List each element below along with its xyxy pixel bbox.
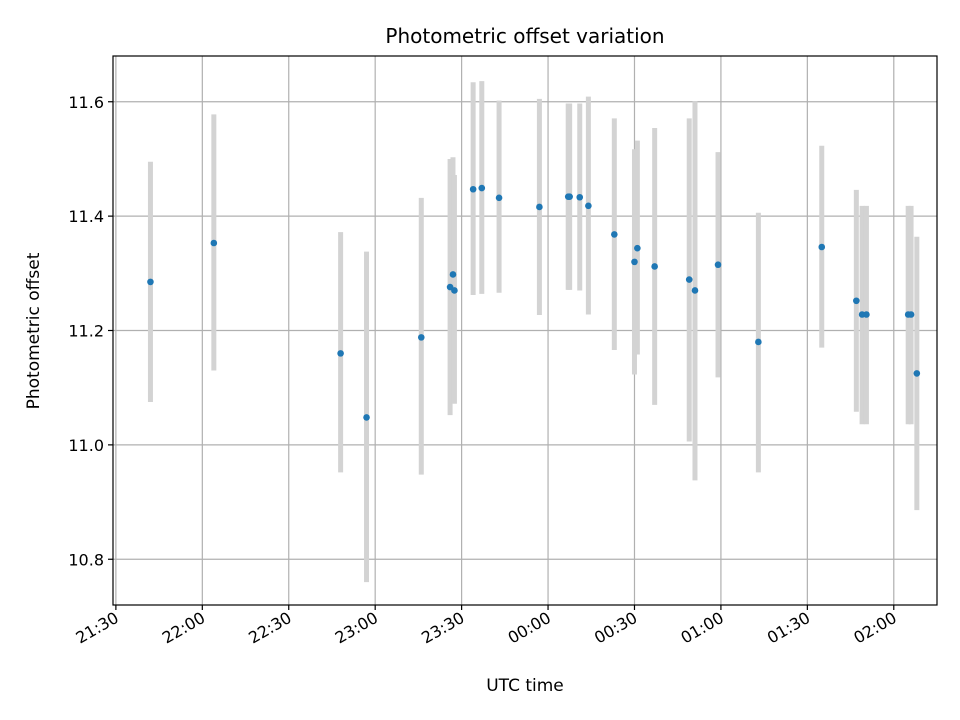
data-point (611, 231, 618, 238)
y-tick-label: 11.4 (68, 207, 104, 226)
data-point (755, 338, 762, 346)
chart-title: Photometric offset variation (385, 24, 664, 48)
y-axis-label: Photometric offset (24, 252, 44, 409)
data-point (147, 278, 154, 286)
data-points (147, 184, 921, 421)
data-point (451, 287, 458, 294)
data-point (337, 350, 344, 357)
y-tick-label: 11.2 (68, 322, 104, 341)
data-point (631, 258, 638, 266)
data-point (818, 243, 826, 251)
grid-lines (113, 56, 937, 605)
data-point (651, 263, 658, 270)
data-point (417, 334, 425, 341)
data-point (853, 297, 860, 305)
y-tick-label: 11.0 (68, 436, 104, 455)
data-point (685, 276, 693, 283)
data-point (536, 203, 543, 211)
y-axis-ticks: 10.8 11.0 11.2 11.4 11.6 (68, 93, 113, 569)
y-tick-label: 11.6 (68, 93, 104, 112)
data-point (913, 370, 921, 377)
data-point (449, 271, 457, 278)
data-point (907, 311, 915, 318)
data-point (478, 184, 486, 192)
data-point (566, 193, 573, 200)
data-point (585, 202, 592, 210)
data-point (863, 311, 870, 318)
y-tick-label: 10.8 (68, 550, 104, 569)
data-point (576, 193, 584, 201)
data-point (634, 244, 641, 252)
data-point (363, 414, 370, 421)
data-point (714, 261, 722, 269)
data-point (469, 185, 477, 193)
data-point (691, 287, 699, 294)
data-point (495, 194, 503, 202)
x-axis-label: UTC time (486, 676, 564, 696)
data-point (210, 239, 218, 247)
